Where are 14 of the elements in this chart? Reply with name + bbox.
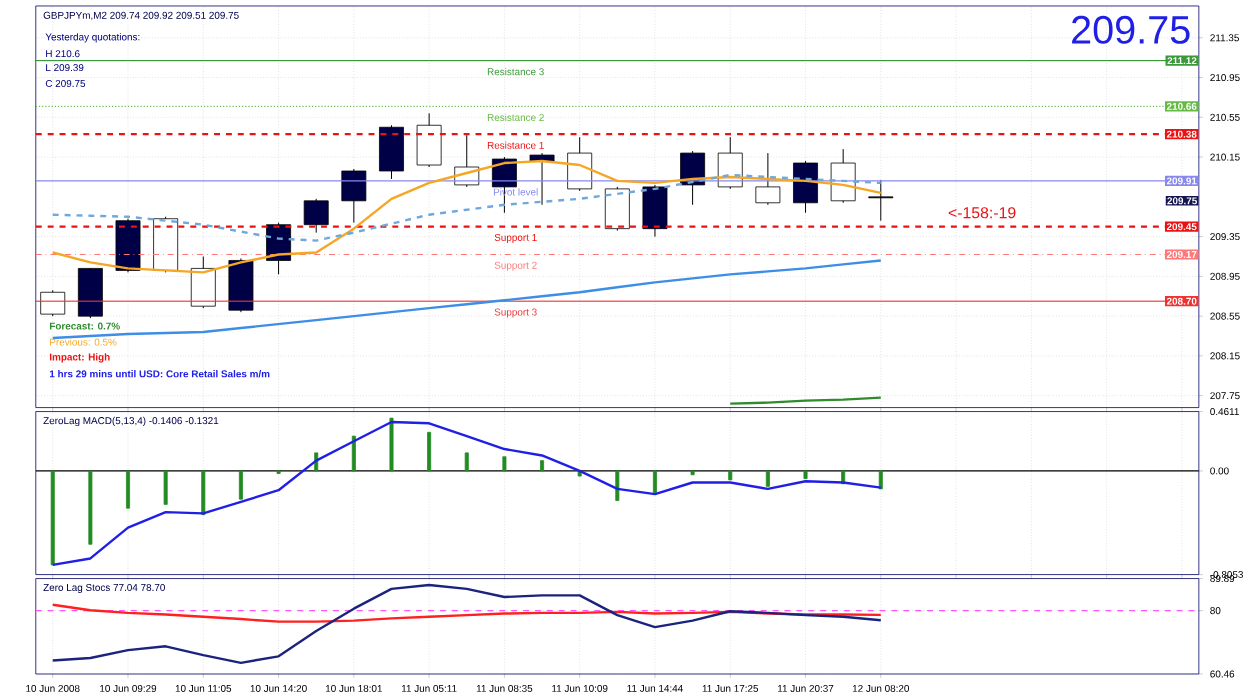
candlestick [40,289,66,317]
candlestick [341,168,367,223]
candlestick [190,255,216,309]
candlestick [416,112,442,168]
candlestick [642,184,668,237]
text: 209.75 [1072,15,1190,44]
candlestick [793,160,818,213]
candlestick [379,124,404,180]
line-series [51,603,882,623]
candlestick [604,186,630,231]
candlestick [303,198,329,233]
candlestick [755,152,781,205]
candlestick [868,179,894,221]
candlestick [77,267,103,319]
